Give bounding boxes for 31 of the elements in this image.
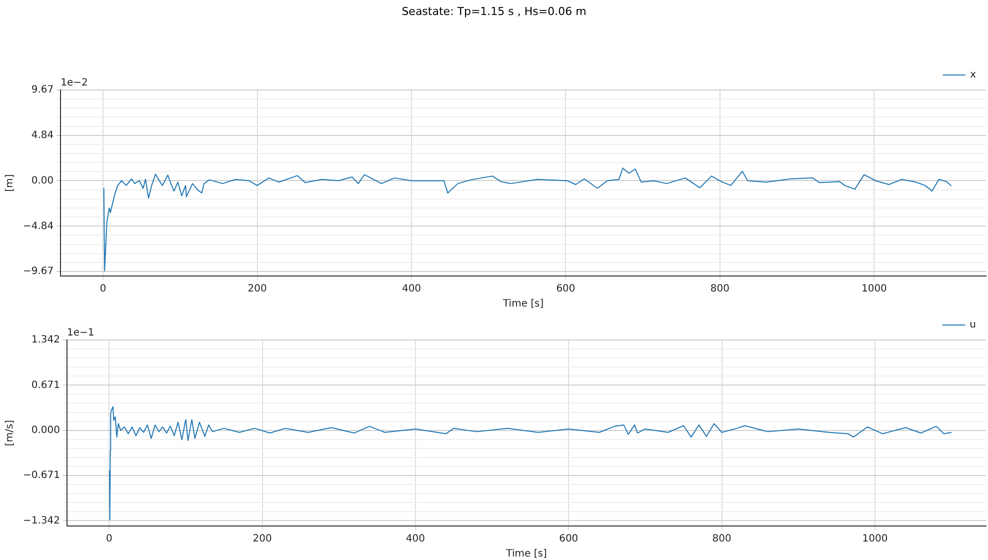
x-tick-label: 0: [106, 534, 112, 545]
x-tick-label: 200: [248, 284, 267, 295]
x-tick-label: 400: [406, 534, 426, 545]
y-tick-label: 4.84: [31, 130, 54, 141]
legend-label: u: [970, 320, 976, 331]
y-tick-label: −0.671: [22, 470, 60, 482]
y-tick-label: 0.00: [31, 175, 54, 186]
y-tick-label: 1.342: [31, 334, 60, 346]
x-axis-title: Time [s]: [502, 298, 544, 310]
chart-title: Seastate: Tp=1.15 s , Hs=0.06 m: [400, 5, 588, 18]
y-tick-label: 0.000: [31, 424, 60, 436]
y-tick-label: 0.671: [31, 380, 60, 391]
x-tick-label: 800: [710, 284, 730, 295]
x-tick-label: 1000: [861, 284, 887, 295]
x-tick-label: 1000: [862, 534, 888, 545]
text: 1e−1: [67, 328, 94, 339]
y-axis-title: [m]: [4, 174, 16, 192]
x-axis-title: Time [s]: [505, 548, 547, 560]
x-tick-label: 400: [402, 284, 422, 295]
legend-label: x: [970, 70, 976, 81]
text: 1e−2: [60, 78, 88, 89]
x-tick-label: 0: [100, 284, 106, 295]
x-tick-label: 200: [252, 534, 272, 545]
y-tick-label: −1.342: [22, 515, 60, 526]
y-tick-label: 9.67: [31, 84, 54, 96]
y-tick-label: −4.84: [22, 220, 54, 232]
x-tick-label: 600: [556, 284, 576, 295]
x-tick-label: 600: [559, 534, 578, 545]
y-axis-title: [m/s]: [4, 420, 16, 446]
x-tick-label: 800: [712, 534, 732, 545]
y-tick-label: −9.67: [22, 266, 54, 278]
